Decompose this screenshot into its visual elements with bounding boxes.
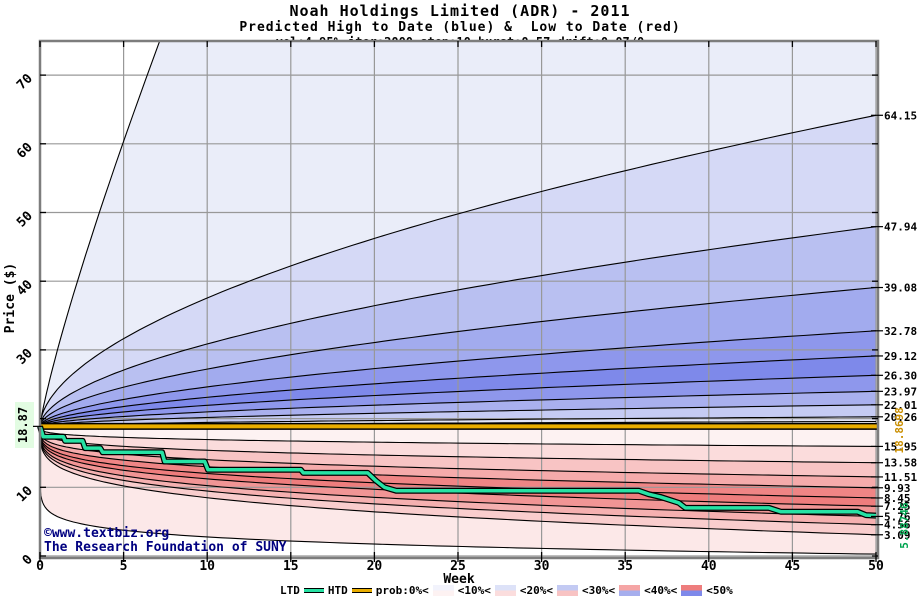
y-axis-label: Price ($) xyxy=(3,263,18,333)
svg-text:64.15: 64.15 xyxy=(884,109,917,122)
svg-text:5: 5 xyxy=(120,559,128,574)
legend-htd-label: HTD xyxy=(327,583,348,597)
legend-prob-label-0: prob:0%< xyxy=(375,583,429,597)
svg-text:0: 0 xyxy=(20,552,36,568)
svg-text:47.94: 47.94 xyxy=(884,221,917,234)
ltd-end-label: 5.88746 xyxy=(898,502,911,549)
svg-text:18.87: 18.87 xyxy=(16,407,30,443)
svg-text:10: 10 xyxy=(14,483,36,505)
svg-text:15: 15 xyxy=(283,559,299,574)
svg-text:4.56: 4.56 xyxy=(884,519,911,532)
legend-prob-swatch-0 xyxy=(432,584,454,596)
plot-frame xyxy=(38,39,880,560)
svg-text:5.76: 5.76 xyxy=(884,510,911,523)
legend-prob-label-4: <40%< xyxy=(644,583,678,597)
svg-text:10: 10 xyxy=(199,559,215,574)
legend-prob-label-3: <30%< xyxy=(581,583,616,597)
svg-text:35: 35 xyxy=(617,559,633,574)
svg-text:Price ($): Price ($) xyxy=(3,263,18,333)
svg-text:5.88746: 5.88746 xyxy=(898,502,911,549)
svg-text:26.30: 26.30 xyxy=(884,369,917,382)
chart-subtitle: Predicted High to Date (blue) & Low to D… xyxy=(239,20,681,35)
svg-text:0: 0 xyxy=(36,559,44,574)
svg-text:50: 50 xyxy=(14,209,36,231)
svg-text:7.25: 7.25 xyxy=(884,500,911,513)
svg-text:9.93: 9.93 xyxy=(884,482,911,495)
svg-text:11.51: 11.51 xyxy=(884,471,917,484)
svg-text:3.09: 3.09 xyxy=(884,529,911,542)
legend-prob-label-2: <20%< xyxy=(519,583,553,597)
right-value-labels: 64.15 47.94 39.08 32.78 29.12 26.30 23.9722.01… xyxy=(871,109,917,542)
svg-text:50: 50 xyxy=(868,559,884,574)
svg-text:20: 20 xyxy=(367,559,383,574)
legend-ltd-swatch xyxy=(303,587,324,593)
svg-text:32.78: 32.78 xyxy=(884,325,917,338)
axis-ticks xyxy=(39,41,878,562)
svg-text:15.95: 15.95 xyxy=(884,440,917,453)
svg-text:8.45: 8.45 xyxy=(884,492,911,505)
legend-prob-label-1: <10%< xyxy=(457,583,491,597)
legend-prob-swatch-3 xyxy=(619,584,641,596)
svg-text:30: 30 xyxy=(534,559,550,574)
legend-prob-swatch-2 xyxy=(556,584,578,596)
svg-text:30: 30 xyxy=(14,346,36,368)
legend-prob-swatch-1 xyxy=(494,584,516,596)
svg-text:70: 70 xyxy=(14,71,36,93)
svg-text:22.01: 22.01 xyxy=(884,399,917,412)
svg-text:25: 25 xyxy=(450,559,466,574)
svg-text:13.58: 13.58 xyxy=(884,457,917,470)
ltd-line xyxy=(37,425,877,519)
watermark-url: ©www.textbiz.org xyxy=(44,526,170,541)
x-tick-labels: 0 5 10 15 20 25 30 35 40 45 50 xyxy=(36,559,884,574)
svg-text:18.8698: 18.8698 xyxy=(893,407,906,453)
chart-title: Noah Holdings Limited (ADR) - 2011 xyxy=(289,2,631,20)
svg-text:29.12: 29.12 xyxy=(884,350,917,363)
chart-legend: LTD HTD prob:0%< <10%< <20%< <30%< <40%< <50% xyxy=(278,583,735,597)
svg-text:39.08: 39.08 xyxy=(884,282,917,295)
svg-text:40: 40 xyxy=(701,559,717,574)
svg-text:45: 45 xyxy=(785,559,801,574)
legend-htd-swatch xyxy=(351,587,372,593)
x-axis-label: Week xyxy=(443,572,475,587)
legend-prob-swatch-4 xyxy=(681,584,703,596)
legend-prob-label-5: <50% xyxy=(706,583,733,597)
svg-text:60: 60 xyxy=(14,140,36,162)
watermark-org: The Research Foundation of SUNY xyxy=(44,540,287,555)
svg-text:20.26: 20.26 xyxy=(884,411,917,424)
svg-text:23.97: 23.97 xyxy=(884,385,917,398)
start-price-label: 18.87 xyxy=(15,402,42,448)
legend-ltd-label: LTD xyxy=(280,583,300,597)
htd-end-label: 18.8698 xyxy=(893,407,906,453)
